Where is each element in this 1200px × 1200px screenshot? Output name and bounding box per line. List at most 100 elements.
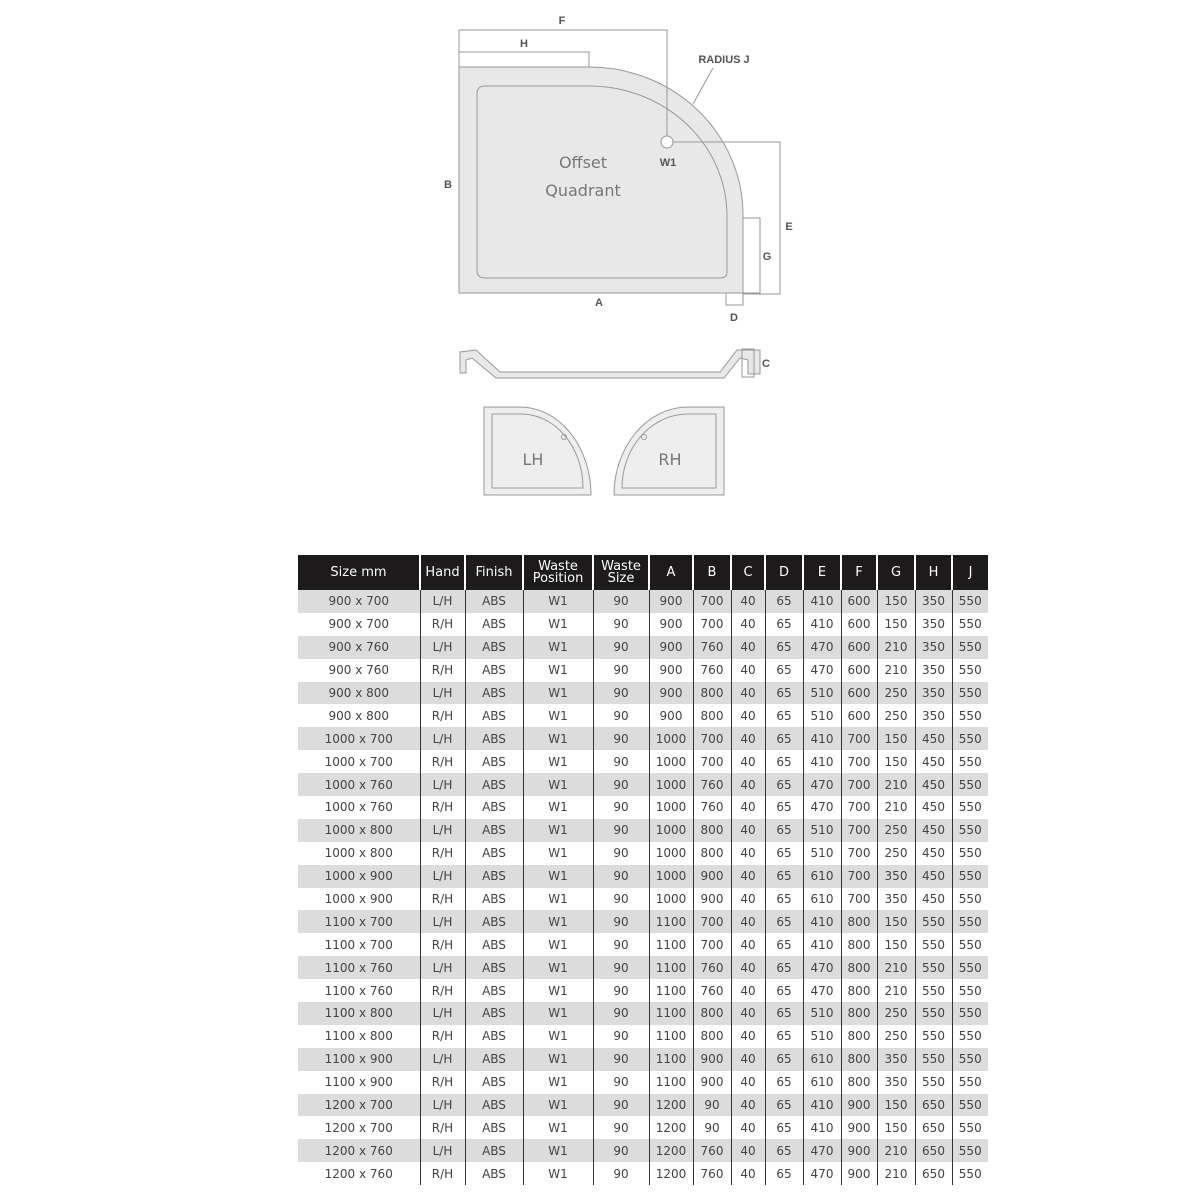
table-cell: 1100 x 700 [324,937,393,952]
table-cell: 600 [840,635,877,659]
table-cell: 90 [592,590,649,613]
table-row: 1100 x 700 L/H ABS W1 90 1100 700 40 65 410 800 150… [298,910,988,934]
table-cell: 65 [764,704,803,728]
column-header: H [914,555,952,590]
table-cell: 410 [802,933,841,957]
table-cell: 1200 x 760 [324,1166,393,1181]
table-cell: 90 [592,1070,649,1094]
table-cell: 40 [730,1047,765,1071]
table-cell: 550 [914,979,952,1003]
table-cell: 1100 [648,1070,693,1094]
table-cell: 350 [876,1070,915,1094]
table-cell: ABS [464,612,523,636]
table-cell: 900 x 760 [328,663,390,678]
table-cell: 210 [876,979,915,1003]
table-cell: W1 [522,864,593,888]
table-cell: 550 [914,956,952,980]
table-cell: 65 [764,773,803,797]
table-cell: ABS [464,1024,523,1048]
table-cell: 1000 x 800 [324,846,393,861]
table-cell: 90 [692,1116,731,1140]
table-cell: 210 [876,796,915,819]
table-cell: 90 [592,635,649,659]
table-cell: 65 [764,750,803,774]
table-cell: ABS [464,750,523,774]
table-row: 1000 x 760 R/H ABS W1 90 1000 760 40 65 470 700 210… [298,796,988,819]
table-cell: W1 [522,956,593,980]
table-cell: 1100 x 760 [324,983,393,998]
table-row: 900 x 700 R/H ABS W1 90 900 700 40 65 410 600 150 35… [298,612,988,636]
table-cell: 40 [730,1093,765,1117]
table-cell: 40 [730,1162,765,1186]
table-cell: W1 [522,658,593,682]
table-cell: 610 [802,1070,841,1094]
label-a: A [595,297,603,309]
table-cell: R/H [419,979,465,1003]
table-cell: W1 [522,1047,593,1071]
table-cell: 760 [692,796,731,819]
table-cell: 150 [876,750,915,774]
table-cell: ABS [464,979,523,1003]
table-cell: 1000 [648,841,693,865]
table-cell: 40 [730,979,765,1003]
table-cell: 40 [730,1024,765,1048]
table-cell: 1100 x 760 [298,956,420,980]
table-cell: ABS [464,773,523,797]
table-row: 1000 x 900 R/H ABS W1 90 1000 900 40 65 610 700 350… [298,887,988,911]
table-cell: 900 [648,658,693,682]
table-cell: 470 [802,979,841,1003]
table-cell: 350 [876,1047,915,1071]
table-cell: 700 [840,887,877,911]
table-cell: 90 [592,1139,649,1163]
table-cell: 350 [914,658,952,682]
table-cell: 550 [914,1024,952,1048]
table-cell: 600 [840,681,877,705]
table-cell: 210 [876,956,915,980]
table-cell: 1200 [648,1162,693,1186]
table-cell: 40 [730,1139,765,1163]
table-cell: 900 x 700 [328,617,390,632]
table-cell: 65 [764,727,803,751]
table-cell: 40 [730,750,765,774]
label-h: H [520,38,528,50]
table-cell: W1 [522,887,593,911]
table-cell: 40 [730,1002,765,1025]
table-cell: 510 [802,1024,841,1048]
lh-waste-icon [561,434,567,440]
table-cell: 450 [914,818,952,842]
table-cell: 1000 [648,818,693,842]
table-cell: 550 [951,1116,988,1140]
table-row: 1000 x 760 L/H ABS W1 90 1000 760 40 65 470 700 210… [298,773,988,797]
size-specification-table: Size mm Hand Finish Waste Position Waste Siz… [298,555,988,1186]
table-cell: 1200 x 700 [324,1120,393,1135]
table-cell: 210 [876,1139,915,1163]
table-cell: 800 [692,704,731,728]
table-cell: 40 [730,887,765,911]
table-cell: 90 [592,727,649,751]
table-cell: 90 [592,612,649,636]
table-cell: 350 [876,887,915,911]
table-cell: 65 [764,910,803,934]
radius-j-pointer [692,67,714,105]
table-cell: 700 [692,590,731,613]
table-cell: L/H [419,681,465,705]
table-cell: 610 [802,1047,841,1071]
table-cell: W1 [522,1093,593,1117]
table-cell: 1100 x 800 [324,1029,393,1044]
table-cell: 210 [876,658,915,682]
table-cell: ABS [464,1047,523,1071]
table-cell: 800 [692,818,731,842]
table-cell: 470 [802,773,841,797]
table-cell: L/H [419,1047,465,1071]
table-cell: 550 [951,658,988,682]
table-cell: 65 [764,887,803,911]
table-cell: 550 [951,887,988,911]
table-cell: 150 [876,612,915,636]
table-cell: 65 [764,658,803,682]
table-cell: 65 [764,796,803,819]
table-cell: W1 [522,1139,593,1163]
table-cell: 65 [764,1116,803,1140]
column-header: F [840,555,877,590]
table-cell: 450 [914,841,952,865]
table-cell: 760 [692,773,731,797]
